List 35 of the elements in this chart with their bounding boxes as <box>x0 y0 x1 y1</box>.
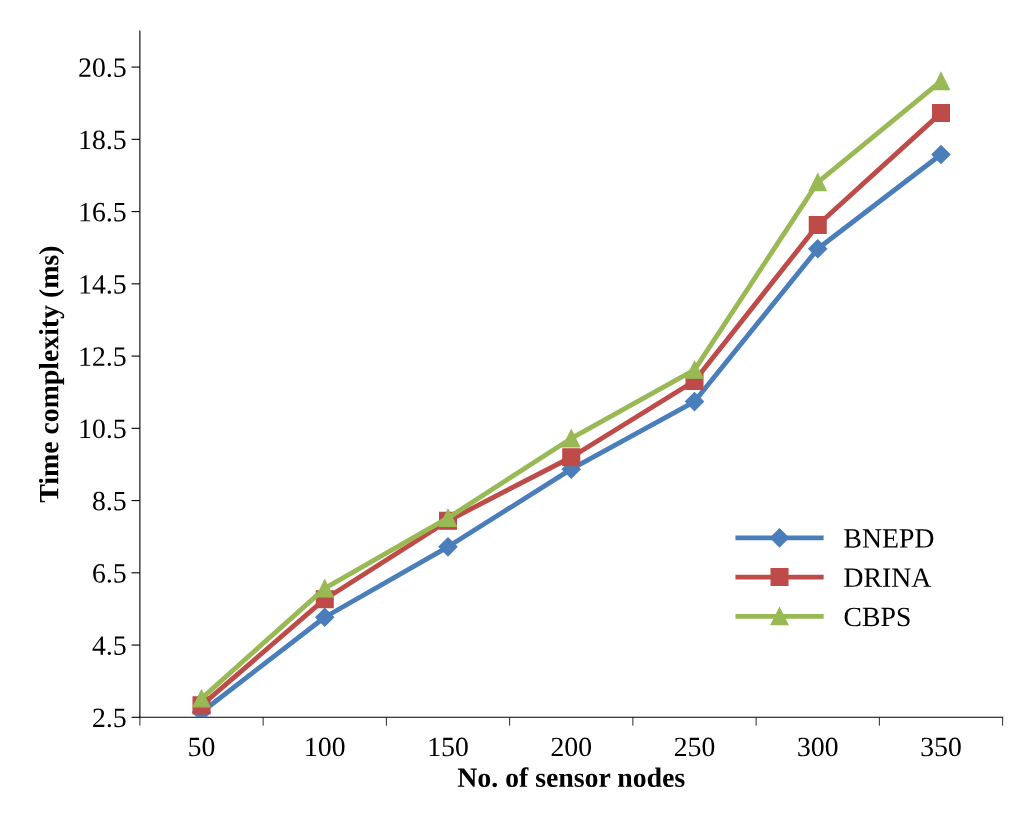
point <box>931 72 951 91</box>
point <box>562 429 581 448</box>
x-tick-label: 50 <box>189 737 215 757</box>
legend-label: BNEPD <box>844 529 934 548</box>
y-tick-label: 14.5 <box>80 275 126 294</box>
y-tick-label: 20.5 <box>79 58 126 78</box>
point <box>315 607 335 627</box>
y-tick-label: 2.5 <box>93 708 126 728</box>
y-tick-label: 8.5 <box>93 491 126 511</box>
point <box>808 173 827 192</box>
x-axis-title: No. of sensor nodes <box>457 767 685 788</box>
point <box>685 360 704 379</box>
point <box>684 392 705 412</box>
x-tick-label: 300 <box>798 737 838 757</box>
point <box>438 537 458 557</box>
x-tick-label: 200 <box>551 737 592 757</box>
y-tick-label: 16.5 <box>80 202 126 222</box>
point <box>562 448 581 467</box>
y-tick-label: 6.5 <box>93 564 126 583</box>
point <box>808 215 827 234</box>
x-tick-label: 350 <box>921 737 961 757</box>
x-tick-label: 150 <box>429 737 468 757</box>
y-tick-label: 18.5 <box>80 130 126 150</box>
y-tick-label: 12.5 <box>80 347 126 367</box>
x-tick-label: 250 <box>674 737 715 757</box>
point <box>192 689 211 708</box>
y-axis-title: Time complexity (ms) <box>38 246 65 503</box>
point <box>808 239 828 259</box>
x-tick-label: 100 <box>306 737 345 757</box>
legend-label: CBPS <box>844 607 910 627</box>
y-tick-label: 10.5 <box>80 419 126 439</box>
point <box>931 144 951 165</box>
point <box>931 103 951 122</box>
y-tick-label: 4.5 <box>92 636 126 656</box>
legend-label: DRINA <box>844 568 932 587</box>
